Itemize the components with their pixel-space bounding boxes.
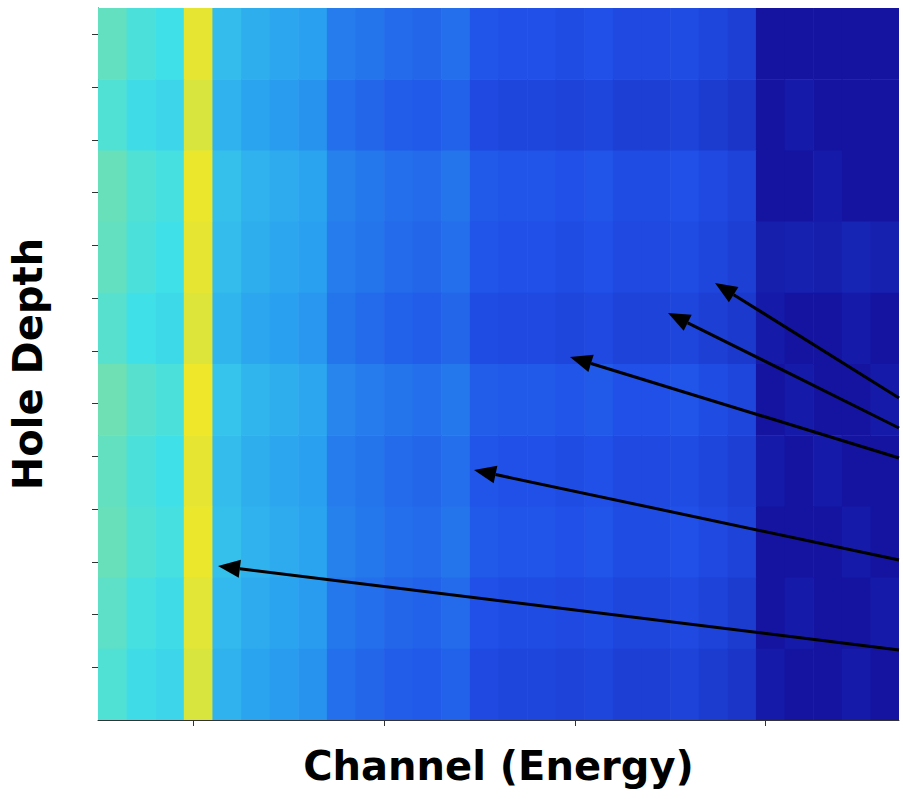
svg-text:Hole Depth: Hole Depth xyxy=(5,238,51,490)
svg-text:Channel (Energy): Channel (Energy) xyxy=(303,743,693,789)
